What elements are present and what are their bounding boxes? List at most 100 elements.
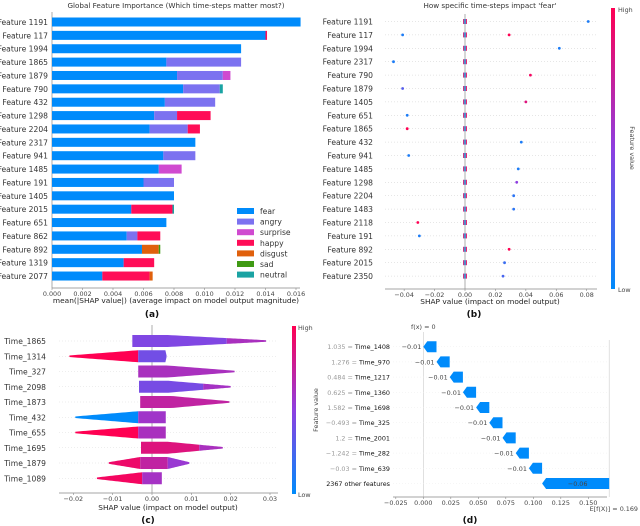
shap-point <box>501 274 505 278</box>
feature-value: 1.276 = <box>331 358 357 366</box>
x-tick-label: 0.03 <box>263 495 277 503</box>
dense-points-near-zero <box>463 246 465 252</box>
feature-value: −0.03 = <box>330 465 357 473</box>
y-tick-label: Feature 941 <box>327 152 373 161</box>
dense-points-near-zero <box>465 112 467 118</box>
bar-value-label: −0.01 <box>455 404 475 412</box>
shap-point <box>519 140 523 144</box>
violin-segment <box>226 338 267 344</box>
x-tick-label: −0.01 <box>103 495 123 503</box>
bar-segment-fear <box>52 177 144 187</box>
violin-segment <box>75 426 139 439</box>
bar-segment-fear <box>52 57 167 67</box>
dense-points-near-zero <box>463 273 465 279</box>
dense-points-near-zero <box>465 153 467 158</box>
bar-segment-angry <box>126 231 138 241</box>
shap-point <box>557 46 561 50</box>
legend-label-neutral: neutral <box>260 271 287 280</box>
dense-points-near-zero <box>466 139 467 145</box>
bar-segment-disgust <box>149 271 153 281</box>
bar-segment-fear <box>52 17 301 27</box>
dense-points-near-zero <box>463 166 465 172</box>
dense-points-near-zero <box>465 59 467 65</box>
dense-points-near-zero <box>463 59 465 65</box>
dense-points-near-zero <box>466 273 467 279</box>
colorbar-high-label: High <box>298 324 313 332</box>
y-tick-label: Feature 191 <box>2 178 48 187</box>
dense-points-near-zero <box>466 45 467 51</box>
violin-segment <box>167 457 190 469</box>
y-tick-label: Feature 2317 <box>0 138 48 147</box>
bar-segment-fear <box>52 151 164 161</box>
bar-segment-fear <box>52 30 266 40</box>
panel-label: (c) <box>141 516 155 526</box>
dense-points-near-zero <box>465 99 467 105</box>
bar-segment-angry <box>183 84 220 94</box>
dense-points-near-zero <box>463 112 465 118</box>
x-tick-label: 0.02 <box>224 495 238 503</box>
x-tick-label: 0.100 <box>524 499 542 507</box>
dense-points-near-zero <box>466 179 467 185</box>
bar-segment-angry <box>166 57 242 67</box>
bar-segment-happy <box>177 111 211 121</box>
legend-label-angry: angry <box>260 218 282 227</box>
violin-segment <box>140 457 168 469</box>
y-tick-label: Feature 432 <box>327 138 373 147</box>
bar-segment-happy <box>123 258 155 268</box>
dense-points-near-zero <box>466 153 467 158</box>
violin-segment <box>199 444 223 451</box>
y-tick-label: Feature 1483 <box>323 205 374 214</box>
colorbar-high-label: High <box>618 6 633 14</box>
y-tick-label: Feature 1319 <box>0 259 48 268</box>
dense-points-near-zero <box>463 72 464 78</box>
dense-points-near-zero <box>463 59 464 65</box>
bar-segment-fear <box>52 244 142 254</box>
shap-point <box>417 234 421 238</box>
bar-value-label: −0.01 <box>507 465 527 473</box>
dense-points-near-zero <box>465 19 467 24</box>
dense-points-near-zero <box>466 72 467 78</box>
x-axis-label: SHAP value (impact on model output) <box>98 503 238 512</box>
dense-points-near-zero <box>463 260 465 266</box>
y-tick-label: Feature 2204 <box>0 125 48 134</box>
dense-points-near-zero <box>465 32 467 38</box>
colorbar-title: Feature value <box>312 388 320 432</box>
dense-points-near-zero <box>463 260 464 266</box>
bar-segment-fear <box>52 124 150 134</box>
legend-label-happy: happy <box>260 239 284 248</box>
bar-segment-angry <box>149 124 188 134</box>
y-tick-label: Feature 1879 <box>0 71 48 80</box>
x-axis-label: SHAP value (impact on model output) <box>420 297 560 306</box>
dense-points-near-zero <box>463 246 464 252</box>
legend-swatch-surprise <box>237 229 254 236</box>
panel-label: (d) <box>463 516 478 526</box>
y-tick-label: Time_2098 <box>3 383 46 392</box>
bar-segment-fear <box>52 137 196 147</box>
feature-name: Time_282 <box>358 450 390 458</box>
feature-label: 0.625 = Time_1360 <box>327 389 390 397</box>
feature-label: 2367 other features <box>326 480 390 488</box>
dense-points-near-zero <box>463 112 464 118</box>
bar-segment-fear <box>52 84 184 94</box>
panel-label: (b) <box>467 310 482 320</box>
bar-value-label: −0.01 <box>468 419 488 427</box>
y-tick-label: Feature 651 <box>2 219 48 228</box>
waterfall-bar <box>502 432 516 444</box>
x-tick-label: −0.04 <box>394 291 414 299</box>
y-tick-label: Feature 2118 <box>323 219 374 228</box>
dense-points-near-zero <box>463 99 464 105</box>
bar-segment-fear <box>52 70 178 80</box>
x-tick-label: 0.014 <box>256 290 274 298</box>
feature-name: Time_325 <box>358 419 390 427</box>
bar-segment-fear <box>52 204 132 214</box>
violin-segment <box>138 426 166 439</box>
waterfall-bar <box>489 417 503 429</box>
shap-point <box>529 73 532 77</box>
y-tick-label: Feature 1485 <box>0 165 48 174</box>
dense-points-near-zero <box>463 72 465 78</box>
x-tick-label: 0.04 <box>519 291 533 299</box>
dense-points-near-zero <box>463 19 465 24</box>
bar-segment-angry <box>164 97 216 107</box>
panel-a-global-feature-importance: Global Feature Importance (Which time-st… <box>0 1 305 320</box>
